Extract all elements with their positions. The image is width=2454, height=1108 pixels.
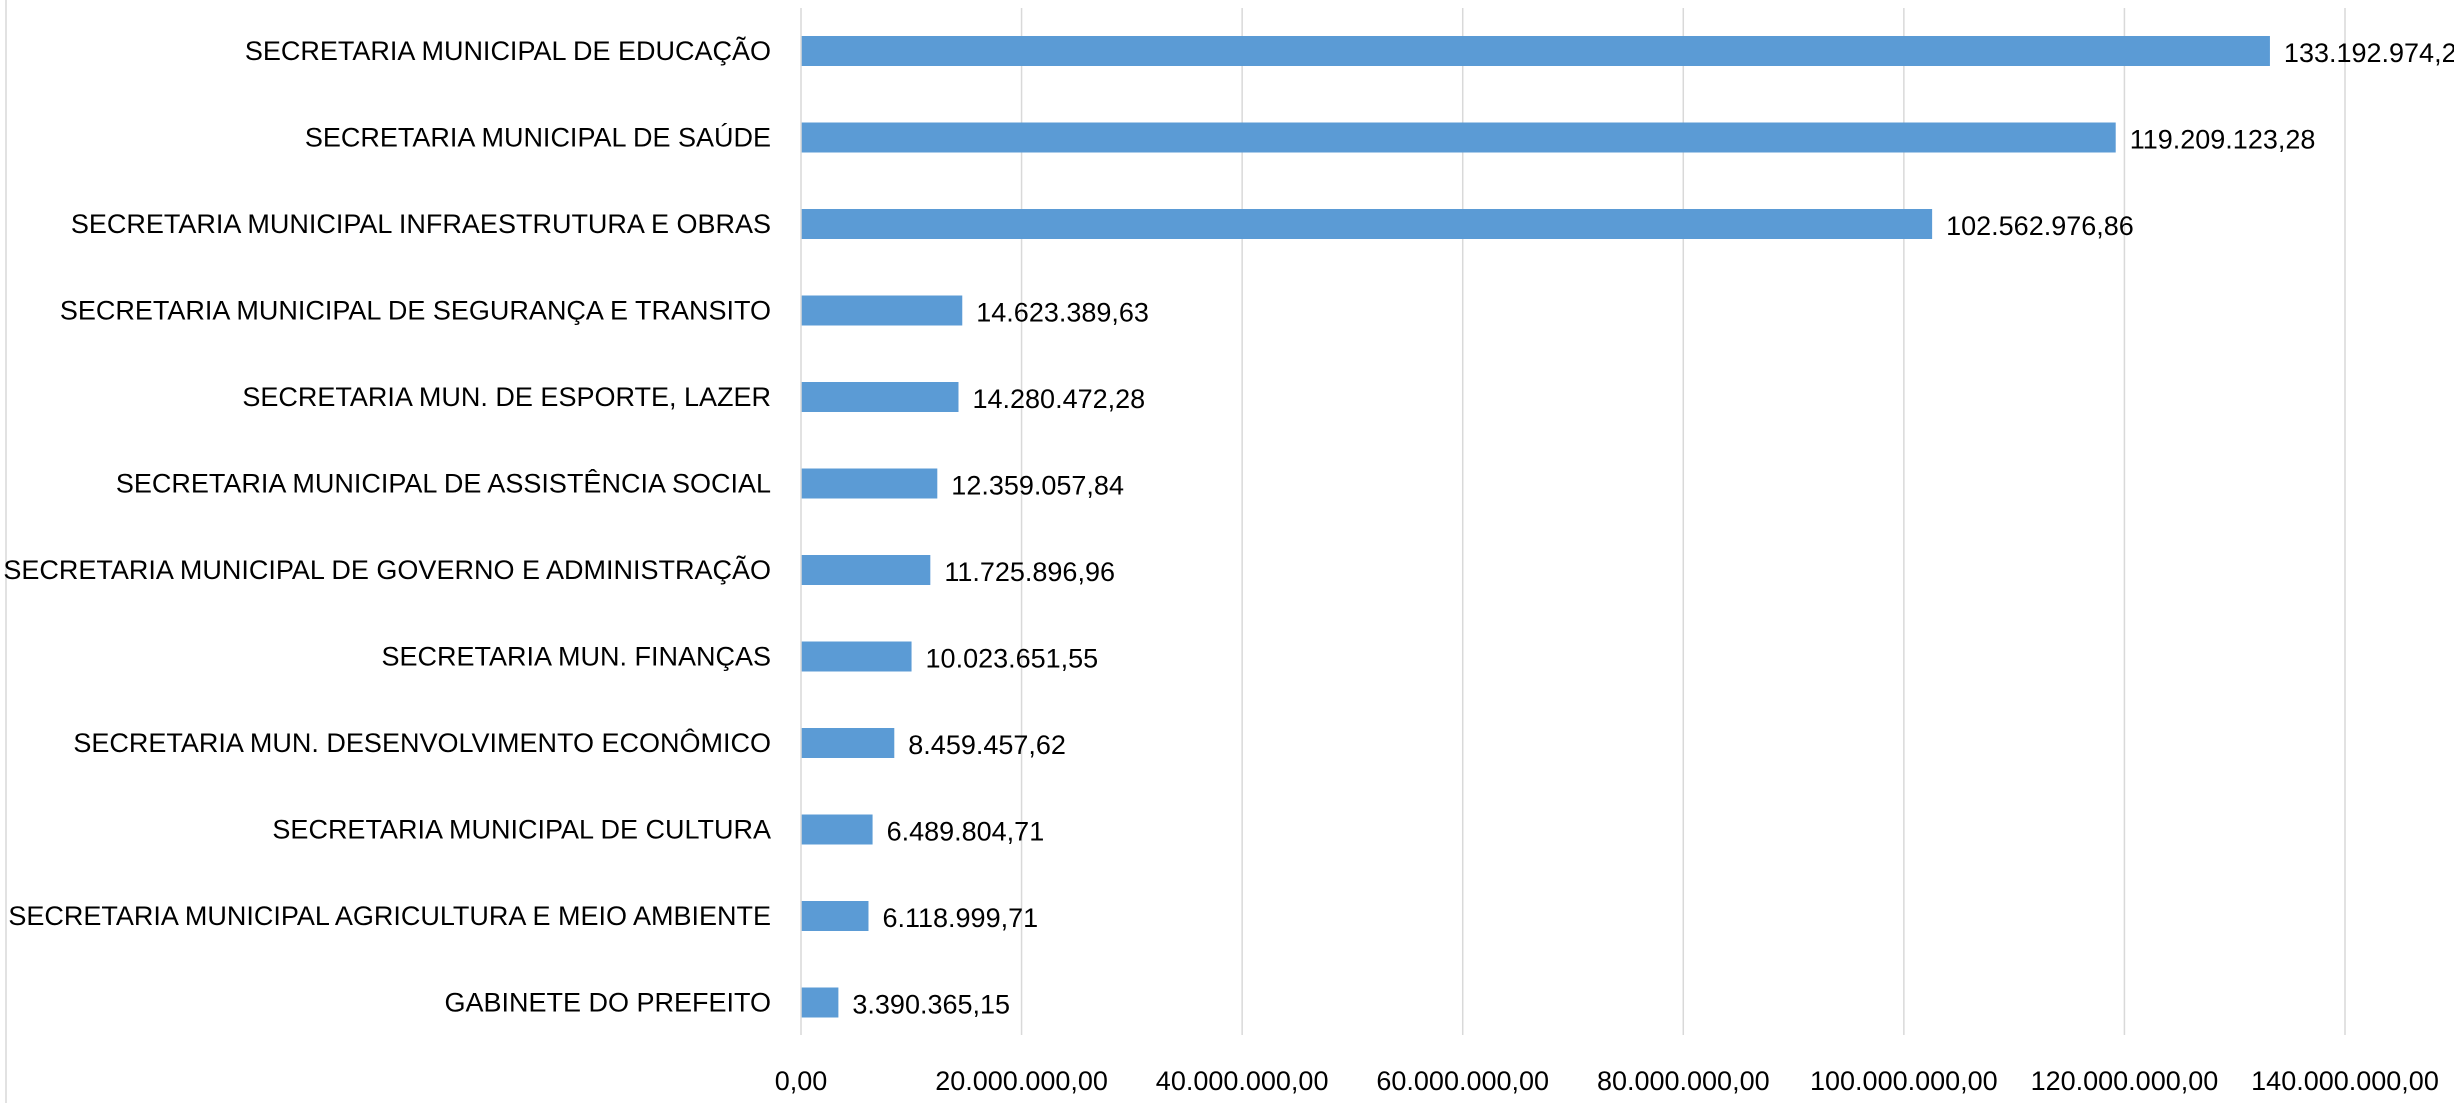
data-label: 11.725.896,96: [944, 557, 1115, 587]
x-tick-label: 60.000.000,00: [1376, 1066, 1549, 1096]
bar: [801, 468, 938, 499]
x-tick-label: 40.000.000,00: [1156, 1066, 1329, 1096]
data-label: 10.023.651,55: [926, 644, 1099, 674]
bar: [801, 209, 1933, 239]
x-tick-label: 140.000.000,00: [2251, 1066, 2439, 1096]
category-label: SECRETARIA MUNICIPAL AGRICULTURA E MEIO …: [8, 901, 771, 931]
category-label: SECRETARIA MUNICIPAL DE CULTURA: [272, 815, 771, 845]
category-label: SECRETARIA MUN. FINANÇAS: [381, 642, 771, 672]
data-label: 14.280.472,28: [972, 384, 1145, 414]
bar: [801, 36, 2270, 66]
category-label: SECRETARIA MUNICIPAL DE ASSISTÊNCIA SOCI…: [116, 468, 771, 499]
data-label: 12.359.057,84: [951, 471, 1124, 501]
category-label: SECRETARIA MUNICIPAL INFRAESTRUTURA E OB…: [71, 209, 771, 239]
bar: [801, 987, 839, 1018]
x-tick-label: 80.000.000,00: [1597, 1066, 1770, 1096]
data-label: 3.390.365,15: [852, 990, 1010, 1020]
category-label: SECRETARIA MUN. DE ESPORTE, LAZER: [242, 382, 771, 412]
bar: [801, 295, 963, 326]
category-label: SECRETARIA MUNICIPAL DE GOVERNO E ADMINI…: [3, 554, 771, 585]
data-label: 119.209.123,28: [2130, 125, 2316, 155]
data-label: 8.459.457,62: [908, 730, 1066, 760]
x-tick-label: 0,00: [775, 1066, 828, 1096]
category-label: SECRETARIA MUNICIPAL DE SEGURANÇA E TRAN…: [60, 296, 771, 326]
x-tick-label: 100.000.000,00: [1810, 1066, 1998, 1096]
data-label: 6.489.804,71: [887, 817, 1045, 847]
bar: [801, 122, 2116, 153]
category-label: SECRETARIA MUNICIPAL DE SAÚDE: [305, 122, 771, 153]
bar: [801, 728, 895, 758]
bar: [801, 555, 931, 585]
category-label: SECRETARIA MUNICIPAL DE EDUCAÇÃO: [245, 35, 771, 66]
x-tick-label: 120.000.000,00: [2031, 1066, 2219, 1096]
data-label: 14.623.389,63: [976, 298, 1149, 328]
bar: [801, 641, 912, 672]
bar: [801, 382, 959, 412]
bar: [801, 814, 873, 845]
category-label: GABINETE DO PREFEITO: [444, 988, 771, 1018]
data-label: 102.562.976,86: [1946, 211, 2134, 241]
data-label: 6.118.999,71: [882, 903, 1038, 933]
category-label: SECRETARIA MUN. DESENVOLVIMENTO ECONÔMIC…: [73, 727, 771, 758]
x-tick-label: 20.000.000,00: [935, 1066, 1108, 1096]
data-label: 133.192.974,24: [2284, 38, 2454, 68]
bar: [801, 901, 869, 931]
